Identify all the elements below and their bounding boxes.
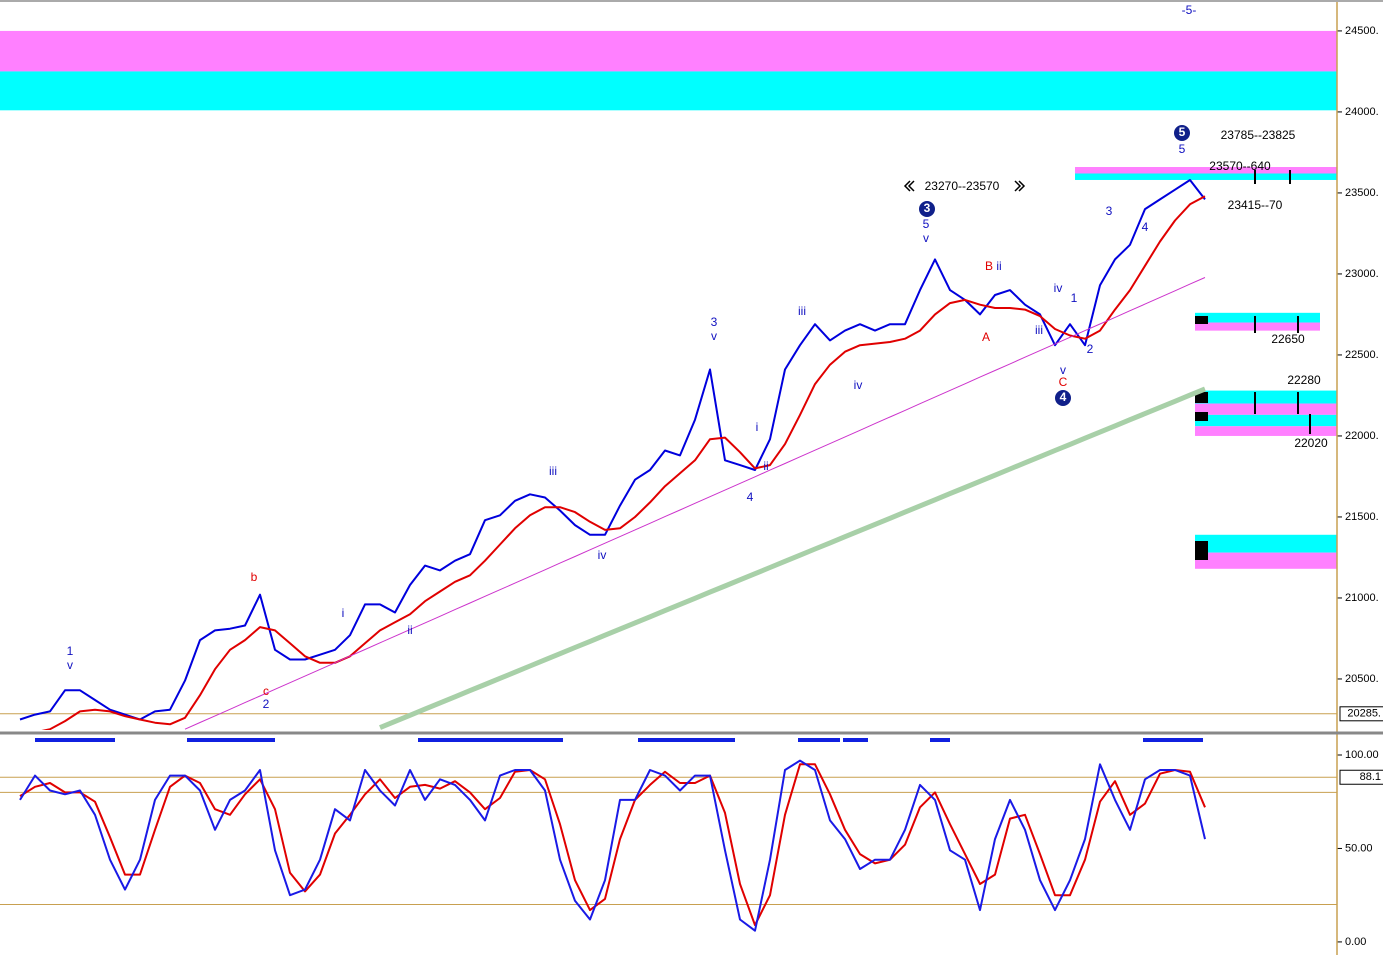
zone bbox=[1195, 414, 1337, 427]
annotation: 4 bbox=[1142, 220, 1149, 234]
annotation: 3 bbox=[1106, 204, 1113, 218]
annotation: iii bbox=[549, 464, 557, 478]
y-tick-label: 100.00 bbox=[1345, 749, 1379, 761]
zone bbox=[1195, 312, 1320, 323]
y-tick-label: 20500. bbox=[1345, 673, 1379, 685]
chevron bbox=[903, 180, 1026, 192]
plot-area bbox=[0, 30, 1337, 730]
annotation: 23570--640 bbox=[1209, 159, 1271, 173]
y-tick-label: 23000. bbox=[1345, 268, 1379, 280]
wave-circle bbox=[1174, 125, 1190, 141]
last-value-box bbox=[1339, 706, 1383, 722]
series-line bbox=[184, 277, 1206, 730]
annotation: C bbox=[1059, 375, 1068, 389]
annotation: iii bbox=[1035, 323, 1043, 337]
annotation: v bbox=[711, 329, 717, 343]
annotation: i bbox=[342, 606, 345, 620]
zone-marker bbox=[1195, 412, 1208, 421]
last-value-label: 88.1 bbox=[1360, 771, 1381, 783]
y-tick-label: 50.00 bbox=[1345, 842, 1373, 854]
annotation: iv bbox=[598, 548, 607, 562]
annotation: v bbox=[923, 231, 929, 245]
annotation: i bbox=[756, 420, 759, 434]
zone bbox=[1195, 534, 1337, 553]
signal-bar bbox=[638, 738, 735, 742]
zone bbox=[1195, 403, 1337, 415]
annotation: 4 bbox=[1060, 390, 1067, 404]
annotation: 5 bbox=[1179, 125, 1186, 139]
series-line bbox=[41, 195, 1206, 730]
annotation: A bbox=[982, 330, 990, 344]
zone bbox=[1195, 552, 1337, 569]
zone bbox=[1075, 173, 1337, 180]
y-tick-label: 0.00 bbox=[1345, 936, 1366, 948]
annotation: 23415--70 bbox=[1228, 198, 1283, 212]
annotation: 1 bbox=[67, 644, 74, 658]
y-tick-label: 24000. bbox=[1345, 106, 1379, 118]
annotation: 23785--23825 bbox=[1221, 128, 1296, 142]
zone-marker bbox=[1195, 541, 1208, 560]
signal-bar bbox=[798, 738, 840, 742]
annotation: 23270--23570 bbox=[925, 179, 1000, 193]
annotation: 5 bbox=[923, 217, 930, 231]
y-tick-label: 23500. bbox=[1345, 187, 1379, 199]
annotation: ii bbox=[407, 623, 412, 637]
zone bbox=[0, 30, 1337, 72]
zone-marker bbox=[1195, 316, 1208, 324]
signal-bar bbox=[418, 738, 563, 742]
annotation: 22650 bbox=[1271, 332, 1305, 346]
annotation: 22280 bbox=[1287, 373, 1321, 387]
annotation: 3 bbox=[711, 315, 718, 329]
signal-bar bbox=[930, 738, 950, 742]
signal-bar bbox=[1143, 738, 1203, 742]
zone bbox=[0, 71, 1337, 111]
signal-bar bbox=[35, 738, 115, 742]
y-tick-label: 22000. bbox=[1345, 430, 1379, 442]
annotation: 2 bbox=[263, 697, 270, 711]
annotation: 5 bbox=[1179, 142, 1186, 156]
y-tick-label: 24500. bbox=[1345, 25, 1379, 37]
y-tick-label: 21000. bbox=[1345, 592, 1379, 604]
zone bbox=[1075, 167, 1337, 174]
annotation: ii bbox=[996, 259, 1001, 273]
series-line bbox=[19, 763, 1206, 927]
series-line bbox=[19, 179, 1206, 721]
last-value-box bbox=[1339, 769, 1383, 785]
signal-bar bbox=[187, 738, 275, 742]
y-tick-label: 22500. bbox=[1345, 349, 1379, 361]
plot-area bbox=[0, 759, 1337, 932]
annotation: 3 bbox=[924, 201, 931, 215]
y-tick-label: 21500. bbox=[1345, 511, 1379, 523]
wave-circle bbox=[919, 201, 935, 217]
annotation: b bbox=[251, 570, 258, 584]
zone bbox=[1195, 426, 1337, 436]
annotation: c bbox=[263, 684, 269, 698]
annotation: iii bbox=[798, 304, 806, 318]
zone-marker bbox=[1195, 392, 1208, 403]
annotation: 22020 bbox=[1294, 436, 1328, 450]
wave-circle bbox=[1055, 390, 1071, 406]
annotation: -5- bbox=[1182, 3, 1197, 17]
series-line bbox=[379, 386, 1206, 730]
last-value-label: 20285. bbox=[1347, 708, 1381, 720]
annotation: 4 bbox=[747, 490, 754, 504]
series-line bbox=[19, 759, 1206, 932]
annotation: 2 bbox=[1087, 342, 1094, 356]
annotation: ii bbox=[763, 459, 768, 473]
annotation: B bbox=[985, 259, 993, 273]
annotation: iv bbox=[854, 378, 863, 392]
signal-bar bbox=[843, 738, 868, 742]
annotation: iv bbox=[1054, 281, 1063, 295]
annotation: 1 bbox=[1071, 291, 1078, 305]
zone bbox=[1195, 390, 1337, 404]
zone bbox=[1195, 322, 1320, 331]
annotation: v bbox=[67, 658, 73, 672]
annotation: v bbox=[1060, 363, 1066, 377]
